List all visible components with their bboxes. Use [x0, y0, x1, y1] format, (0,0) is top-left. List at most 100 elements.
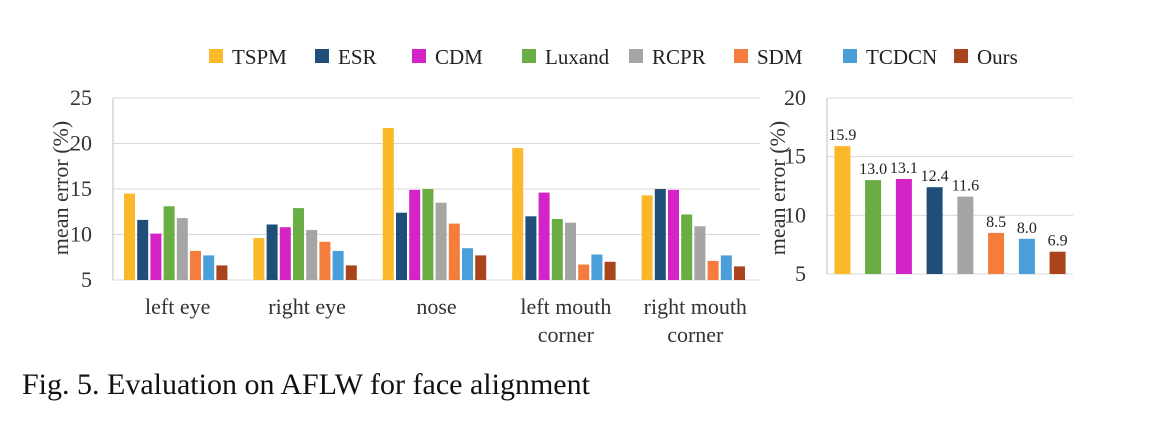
x-tick-label: left mouth [520, 294, 611, 319]
bar [475, 255, 487, 280]
bar [895, 179, 912, 274]
x-tick-label: nose [416, 294, 456, 319]
bar [253, 238, 265, 280]
bar [345, 265, 357, 280]
legend-label: CDM [435, 45, 483, 69]
bar [137, 219, 149, 280]
bar [216, 265, 228, 280]
bars [834, 146, 1066, 274]
bar [988, 232, 1005, 274]
legend-label: ESR [338, 45, 377, 69]
bar [834, 146, 851, 274]
bar [538, 192, 550, 280]
bar [332, 250, 344, 280]
bar [422, 189, 434, 280]
legend-swatch [629, 49, 643, 63]
y-axis-ticks: 5 10 15 20 25 [70, 85, 92, 292]
x-tick-label: corner [667, 322, 724, 347]
data-label: 12.4 [921, 168, 949, 185]
data-label: 15.9 [828, 127, 856, 144]
y-tick-label: 20 [784, 85, 806, 110]
data-label: 6.9 [1048, 233, 1068, 250]
data-label: 11.6 [952, 178, 979, 195]
x-tick-label: right eye [268, 294, 346, 319]
bar [279, 227, 291, 280]
bar [293, 208, 304, 280]
y-tick-label: 15 [70, 176, 92, 201]
bar [865, 180, 882, 274]
bar [448, 223, 460, 280]
average-error-chart: 5 10 15 20 15.913.0 13.1 12.411.6 8.5 8.0 6.9 me… [765, 85, 1073, 286]
bar [462, 248, 473, 280]
legend-swatch [412, 49, 426, 63]
legend-swatch [734, 49, 748, 63]
bar [578, 264, 590, 280]
legend-swatch [315, 49, 329, 63]
bar [435, 202, 447, 280]
y-tick-label: 5 [81, 267, 92, 292]
data-label: 13.1 [890, 160, 918, 177]
legend-swatch [209, 49, 223, 63]
y-axis-label: mean error (%) [765, 121, 790, 255]
x-tick-label: right mouth [644, 294, 747, 319]
bar [720, 255, 732, 280]
bar [190, 250, 201, 280]
bar [382, 128, 394, 280]
landmark-error-chart: 5 10 15 20 25 left eye right eye nose left mout… [48, 85, 760, 347]
bar [163, 206, 175, 280]
bar [319, 241, 331, 280]
x-axis-tick-labels: left eye right eye nose left mouth corner rig… [145, 294, 747, 347]
x-tick-label: left eye [145, 294, 210, 319]
y-tick-label: 20 [70, 131, 92, 156]
bar [604, 261, 616, 280]
bar [1018, 238, 1035, 274]
legend-label: TCDCN [866, 45, 937, 69]
bar [150, 233, 162, 280]
x-tick-label: corner [538, 322, 595, 347]
bar [641, 195, 653, 280]
legend-swatch [843, 49, 857, 63]
y-tick-label: 10 [70, 222, 92, 247]
bar [266, 224, 278, 280]
bar [551, 219, 563, 280]
bar [306, 229, 318, 280]
y-tick-label: 25 [70, 85, 92, 110]
legend-label: Luxand [545, 45, 610, 69]
bar [176, 218, 188, 280]
grid-lines [826, 97, 1073, 275]
bar [707, 260, 719, 280]
bar [681, 214, 693, 280]
legend-label: SDM [757, 45, 803, 69]
legend-swatch [522, 49, 536, 63]
bar [124, 193, 135, 280]
bar [203, 255, 215, 280]
bar [734, 266, 745, 280]
data-label: 13.0 [859, 161, 887, 178]
figure-caption: Fig. 5. Evaluation on AFLW for face alig… [22, 368, 590, 401]
bar [591, 254, 603, 280]
bar [525, 216, 537, 280]
legend-label: RCPR [652, 45, 706, 69]
bar [1049, 251, 1066, 274]
legend-label: Ours [977, 45, 1018, 69]
data-labels: 15.913.0 13.1 12.411.6 8.5 8.0 6.9 [828, 127, 1067, 250]
bar [565, 222, 576, 280]
legend-swatch [954, 49, 968, 63]
bar [409, 189, 421, 280]
bar [396, 212, 407, 280]
bar [957, 196, 974, 274]
legend-label: TSPM [232, 45, 287, 69]
y-tick-label: 15 [784, 144, 806, 169]
bar-groups [124, 128, 745, 280]
data-label: 8.5 [986, 214, 1006, 231]
y-axis-ticks: 5 10 15 20 [784, 85, 806, 286]
bar [926, 187, 943, 274]
chart-legend: TSPM ESR CDM Luxand RCPR SDM TCDCN Ours [209, 45, 1018, 69]
bar [512, 148, 524, 280]
data-label: 8.0 [1017, 220, 1037, 237]
bar [694, 226, 706, 280]
y-tick-label: 5 [795, 261, 806, 286]
bar [654, 189, 666, 280]
y-tick-label: 10 [784, 202, 806, 227]
